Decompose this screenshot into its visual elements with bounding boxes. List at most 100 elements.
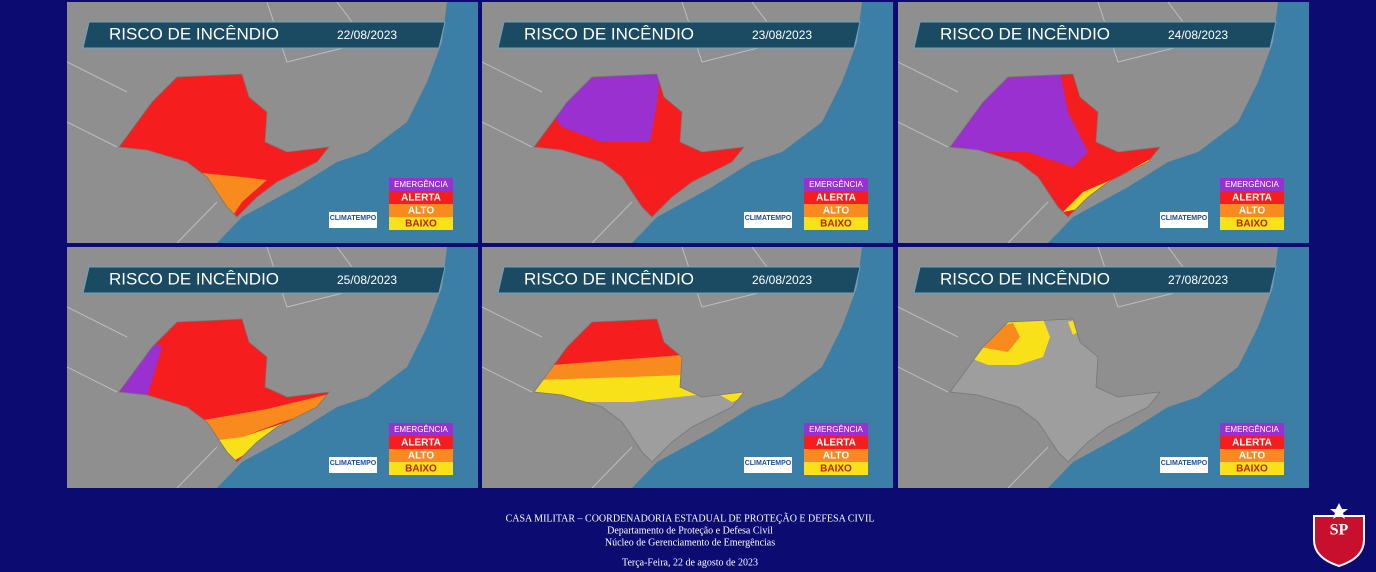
map-panel: RISCO DE INCÊNDIO 23/08/2023 EMERGÊNCIA ALE… [482, 2, 893, 243]
legend-swatch [389, 423, 453, 436]
legend-label: ALTO [823, 206, 850, 217]
brand-label: CLIMATEMPO [1161, 215, 1208, 222]
state-risk [534, 319, 744, 462]
footer-org: CASA MILITAR – COORDENADORIA ESTADUAL DE… [506, 512, 875, 524]
legend-swatch [804, 204, 868, 217]
map-panel: RISCO DE INCÊNDIO 25/08/2023 EMERGÊNCIA ALE… [67, 247, 478, 488]
brand-label: CLIMATEMPO [745, 215, 792, 222]
legend-swatch [1220, 217, 1284, 230]
panel-date: 24/08/2023 [1168, 28, 1228, 42]
map-panel: RISCO DE INCÊNDIO 26/08/2023 EMERGÊNCIA ALE… [482, 247, 893, 488]
legend-label: ALTO [823, 451, 850, 462]
risk-zone [192, 392, 329, 442]
legend-label: ALTO [1239, 206, 1266, 217]
legend-swatch [804, 217, 868, 230]
legend-swatch [1220, 178, 1284, 191]
legend-label: ALTO [1239, 451, 1266, 462]
map-panel: RISCO DE INCÊNDIO 22/08/2023 EMERGÊNCIA ALE… [67, 2, 478, 243]
panel-title: RISCO DE INCÊNDIO [109, 24, 279, 43]
legend-label: BAIXO [1236, 464, 1268, 475]
neighbour-borders [898, 247, 1259, 488]
neighbour-borders [482, 2, 843, 243]
legend-swatch [389, 191, 453, 204]
brand-box [329, 212, 377, 228]
panel-date: 26/08/2023 [752, 273, 812, 287]
legend-label: ALERTA [1232, 438, 1272, 449]
brand-box [1160, 457, 1208, 473]
legend-label: EMERGÊNCIA [809, 425, 863, 434]
legend-label: EMERGÊNCIA [394, 425, 448, 434]
legend-swatch [389, 178, 453, 191]
legend-swatch [389, 449, 453, 462]
legend-swatch [1220, 436, 1284, 449]
neighbour-borders [482, 247, 843, 488]
brand-box [1160, 212, 1208, 228]
legend-swatch [1220, 449, 1284, 462]
legend-label: ALERTA [401, 438, 441, 449]
neighbour-borders [67, 2, 428, 243]
panel-date: 22/08/2023 [337, 28, 397, 42]
legend-label: ALERTA [1232, 193, 1272, 204]
footer-date: Terça-Feira, 22 de agosto de 2023 [622, 557, 758, 568]
legend-label: ALERTA [401, 193, 441, 204]
legend-label: ALTO [408, 451, 435, 462]
legend-swatch [1220, 462, 1284, 475]
brand-label: CLIMATEMPO [330, 215, 377, 222]
legend-swatch [389, 462, 453, 475]
legend-swatch [1220, 204, 1284, 217]
state-risk [119, 319, 329, 462]
map-panel: RISCO DE INCÊNDIO 27/08/2023 EMERGÊNCIA ALE… [898, 247, 1309, 488]
brand-box [329, 457, 377, 473]
state-outline [533, 73, 745, 218]
state-outline [949, 318, 1161, 463]
neighbour-borders [67, 247, 428, 488]
brand-box [744, 457, 792, 473]
legend-swatch [1220, 191, 1284, 204]
legend-label: EMERGÊNCIA [809, 180, 863, 189]
footer-nucleus: Núcleo de Gerenciamento de Emergências [605, 537, 775, 548]
brand-label: CLIMATEMPO [1161, 460, 1208, 467]
legend-swatch [1220, 423, 1284, 436]
legend-label: BAIXO [1236, 219, 1268, 230]
legend-label: EMERGÊNCIA [394, 180, 448, 189]
risk-zone [950, 74, 1088, 167]
legend-swatch [804, 178, 868, 191]
panel-title: RISCO DE INCÊNDIO [524, 24, 694, 43]
map-panel: RISCO DE INCÊNDIO 24/08/2023 EMERGÊNCIA ALE… [898, 2, 1309, 243]
neighbour-borders [898, 2, 1259, 243]
title-banner [82, 21, 446, 49]
legend-swatch [389, 204, 453, 217]
state-outline [118, 318, 330, 463]
panel-date: 23/08/2023 [752, 28, 812, 42]
legend-label: EMERGÊNCIA [1225, 425, 1279, 434]
legend-swatch [804, 449, 868, 462]
legend-label: BAIXO [405, 219, 437, 230]
legend-label: ALERTA [816, 193, 856, 204]
legend-swatch [389, 436, 453, 449]
brand-box [744, 212, 792, 228]
risk-zone [119, 342, 162, 397]
legend-swatch [804, 462, 868, 475]
panel-title: RISCO DE INCÊNDIO [940, 24, 1110, 43]
brand-label: CLIMATEMPO [745, 460, 792, 467]
legend-label: EMERGÊNCIA [1225, 180, 1279, 189]
title-banner [82, 266, 446, 294]
title-banner [497, 21, 861, 49]
state-outline [949, 73, 1161, 218]
legend-label: BAIXO [820, 464, 852, 475]
legend-label: ALERTA [816, 438, 856, 449]
title-banner [913, 266, 1277, 294]
legend-label: ALTO [408, 206, 435, 217]
panel-title: RISCO DE INCÊNDIO [109, 269, 279, 288]
state-outline [118, 73, 330, 218]
state-logo: SP [1313, 503, 1365, 568]
logo-text: SP [1330, 522, 1349, 539]
risk-zone [119, 74, 329, 217]
panel-date: 25/08/2023 [337, 273, 397, 287]
legend-swatch [804, 436, 868, 449]
state-outline [533, 318, 745, 463]
legend-label: BAIXO [405, 464, 437, 475]
legend-label: BAIXO [820, 219, 852, 230]
